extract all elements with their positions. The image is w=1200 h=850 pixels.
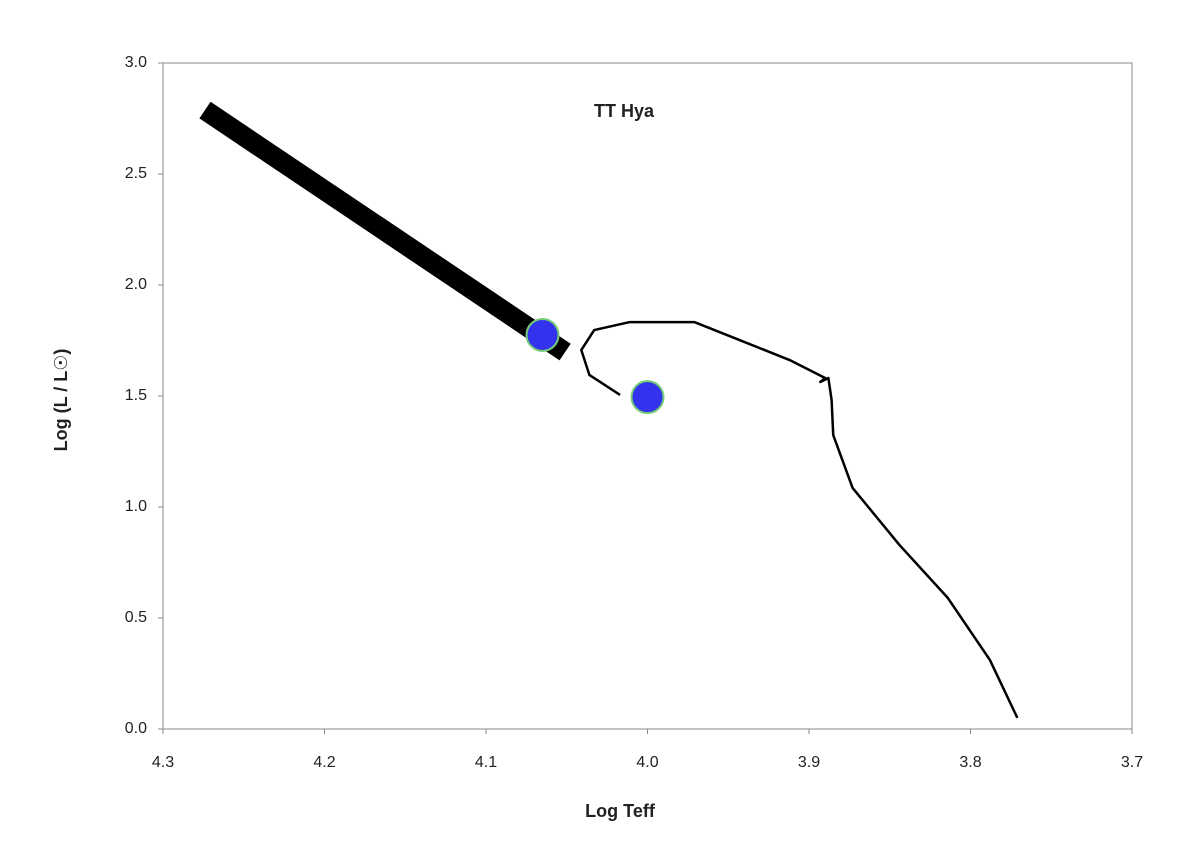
evolution-track	[580, 320, 1019, 719]
chart-title: TT Hya	[594, 101, 655, 121]
y-tick-label: 0.0	[125, 720, 147, 737]
x-tick-label: 4.2	[313, 754, 335, 771]
star-point	[630, 380, 665, 415]
y-tick-label: 1.5	[125, 387, 147, 404]
x-tick-label: 3.9	[798, 754, 820, 771]
y-tick-label: 0.5	[125, 609, 147, 626]
x-tick-label: 3.7	[1121, 754, 1143, 771]
y-tick-label: 2.0	[125, 276, 147, 293]
main-sequence-band	[199, 101, 571, 361]
y-tick-label: 3.0	[125, 54, 147, 71]
x-axis-label: Log Teff	[585, 801, 656, 821]
x-tick-label: 4.0	[636, 754, 658, 771]
x-tick-label: 3.8	[959, 754, 981, 771]
y-tick-label: 2.5	[125, 165, 147, 182]
y-axis-label: Log (L / L☉)	[51, 349, 71, 452]
star-point	[525, 317, 560, 352]
y-tick-label: 1.0	[125, 498, 147, 515]
x-tick-label: 4.1	[475, 754, 497, 771]
x-tick-label: 4.3	[152, 754, 174, 771]
